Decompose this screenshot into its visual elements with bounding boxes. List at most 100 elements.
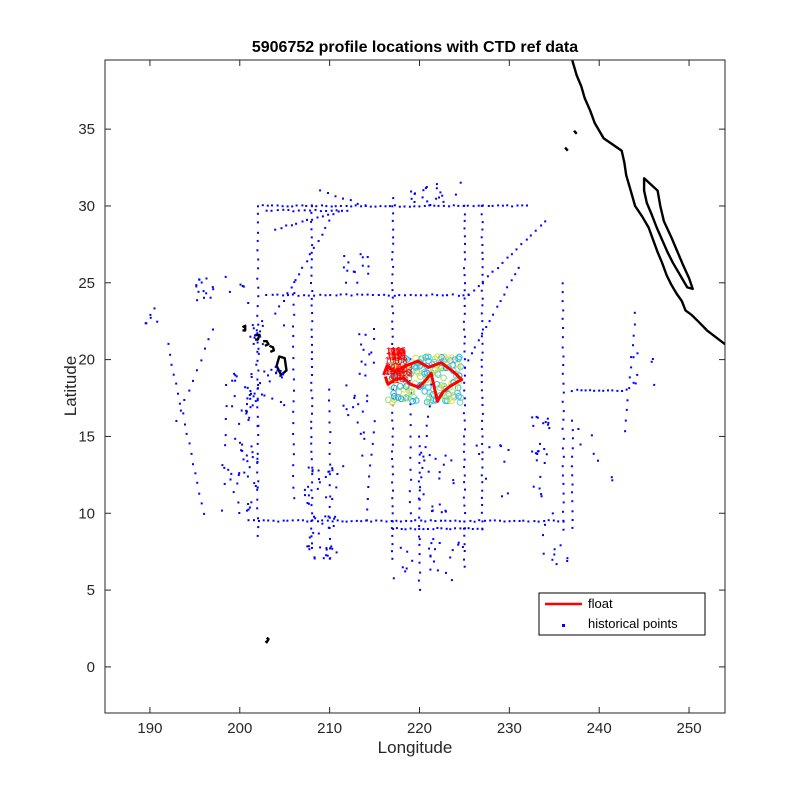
historical-point <box>256 471 259 474</box>
historical-point <box>245 412 248 415</box>
historical-point <box>535 459 538 462</box>
historical-point <box>328 421 331 424</box>
float-profile-marker <box>425 395 433 403</box>
historical-point <box>624 430 627 433</box>
historical-point <box>301 266 304 269</box>
historical-point <box>315 205 318 208</box>
historical-point <box>411 559 414 562</box>
historical-point <box>261 324 264 327</box>
historical-point <box>183 399 186 401</box>
historical-point <box>463 389 466 392</box>
historical-point <box>291 205 294 208</box>
historical-point <box>414 528 417 531</box>
float-profile-marker <box>390 393 398 400</box>
historical-point <box>310 358 313 360</box>
historical-point <box>392 388 395 391</box>
historical-point <box>392 577 395 580</box>
historical-point <box>501 261 504 264</box>
historical-point <box>336 519 339 522</box>
historical-point <box>571 447 574 450</box>
historical-point <box>232 491 235 494</box>
historical-point <box>188 389 191 392</box>
historical-point <box>292 486 295 489</box>
historical-point <box>253 519 255 522</box>
historical-point <box>317 520 319 523</box>
historical-point <box>463 251 466 254</box>
historical-point <box>236 482 239 485</box>
historical-point <box>598 389 601 392</box>
historical-point <box>444 454 447 457</box>
historical-point <box>486 275 489 278</box>
historical-point <box>311 546 313 549</box>
historical-point <box>318 481 321 484</box>
historical-point <box>241 285 244 287</box>
historical-point <box>571 491 573 494</box>
historical-point <box>463 565 466 568</box>
historical-point <box>303 209 306 212</box>
historical-point <box>480 204 483 207</box>
historical-point <box>562 501 565 504</box>
historical-point <box>292 400 295 403</box>
historical-point <box>307 502 310 505</box>
historical-point <box>452 479 455 482</box>
historical-point <box>224 444 227 447</box>
historical-point <box>399 520 402 523</box>
historical-point <box>421 196 424 199</box>
historical-point <box>335 209 338 212</box>
historical-point <box>246 460 249 463</box>
historical-point <box>329 294 332 297</box>
historical-point <box>628 387 631 390</box>
historical-point <box>426 528 429 530</box>
historical-point <box>391 465 394 468</box>
float-profile-marker <box>394 394 402 401</box>
historical-point <box>257 205 259 208</box>
historical-point <box>413 201 416 203</box>
historical-point <box>529 234 532 237</box>
historical-point <box>175 420 178 422</box>
historical-point <box>481 428 484 431</box>
historical-point <box>464 282 466 285</box>
historical-point <box>364 374 367 377</box>
historical-point <box>259 382 261 385</box>
historical-point <box>212 328 214 331</box>
historical-point <box>429 568 432 571</box>
historical-point <box>367 272 370 275</box>
historical-point <box>391 505 394 508</box>
historical-point <box>555 563 558 566</box>
historical-point <box>537 520 540 523</box>
historical-point <box>308 253 311 256</box>
historical-point <box>310 220 313 223</box>
historical-point <box>317 532 320 535</box>
historical-point <box>497 204 500 207</box>
float-profile-marker <box>409 397 417 405</box>
historical-point <box>429 204 432 206</box>
historical-point <box>271 397 274 400</box>
historical-point <box>307 485 310 488</box>
historical-point <box>562 382 565 385</box>
historical-point <box>464 258 467 261</box>
float-profile-marker <box>412 397 420 404</box>
historical-point <box>282 208 285 211</box>
historical-point <box>653 383 656 386</box>
historical-point <box>392 312 395 315</box>
historical-point <box>463 312 466 315</box>
historical-point <box>418 535 420 538</box>
float-profile-marker <box>404 394 412 402</box>
historical-point <box>562 391 565 394</box>
historical-point <box>463 419 466 422</box>
historical-point <box>370 351 373 354</box>
historical-point <box>391 320 394 323</box>
historical-point <box>153 307 156 310</box>
historical-point <box>231 405 234 408</box>
historical-point <box>262 519 265 522</box>
historical-point <box>257 323 260 326</box>
historical-point <box>391 382 394 384</box>
historical-point <box>536 453 539 455</box>
historical-point <box>419 486 421 489</box>
historical-point <box>417 579 420 582</box>
island-channel <box>564 146 569 152</box>
historical-point <box>257 352 260 355</box>
historical-point <box>481 458 484 461</box>
historical-point <box>457 541 460 544</box>
float-profile-marker <box>425 357 432 365</box>
